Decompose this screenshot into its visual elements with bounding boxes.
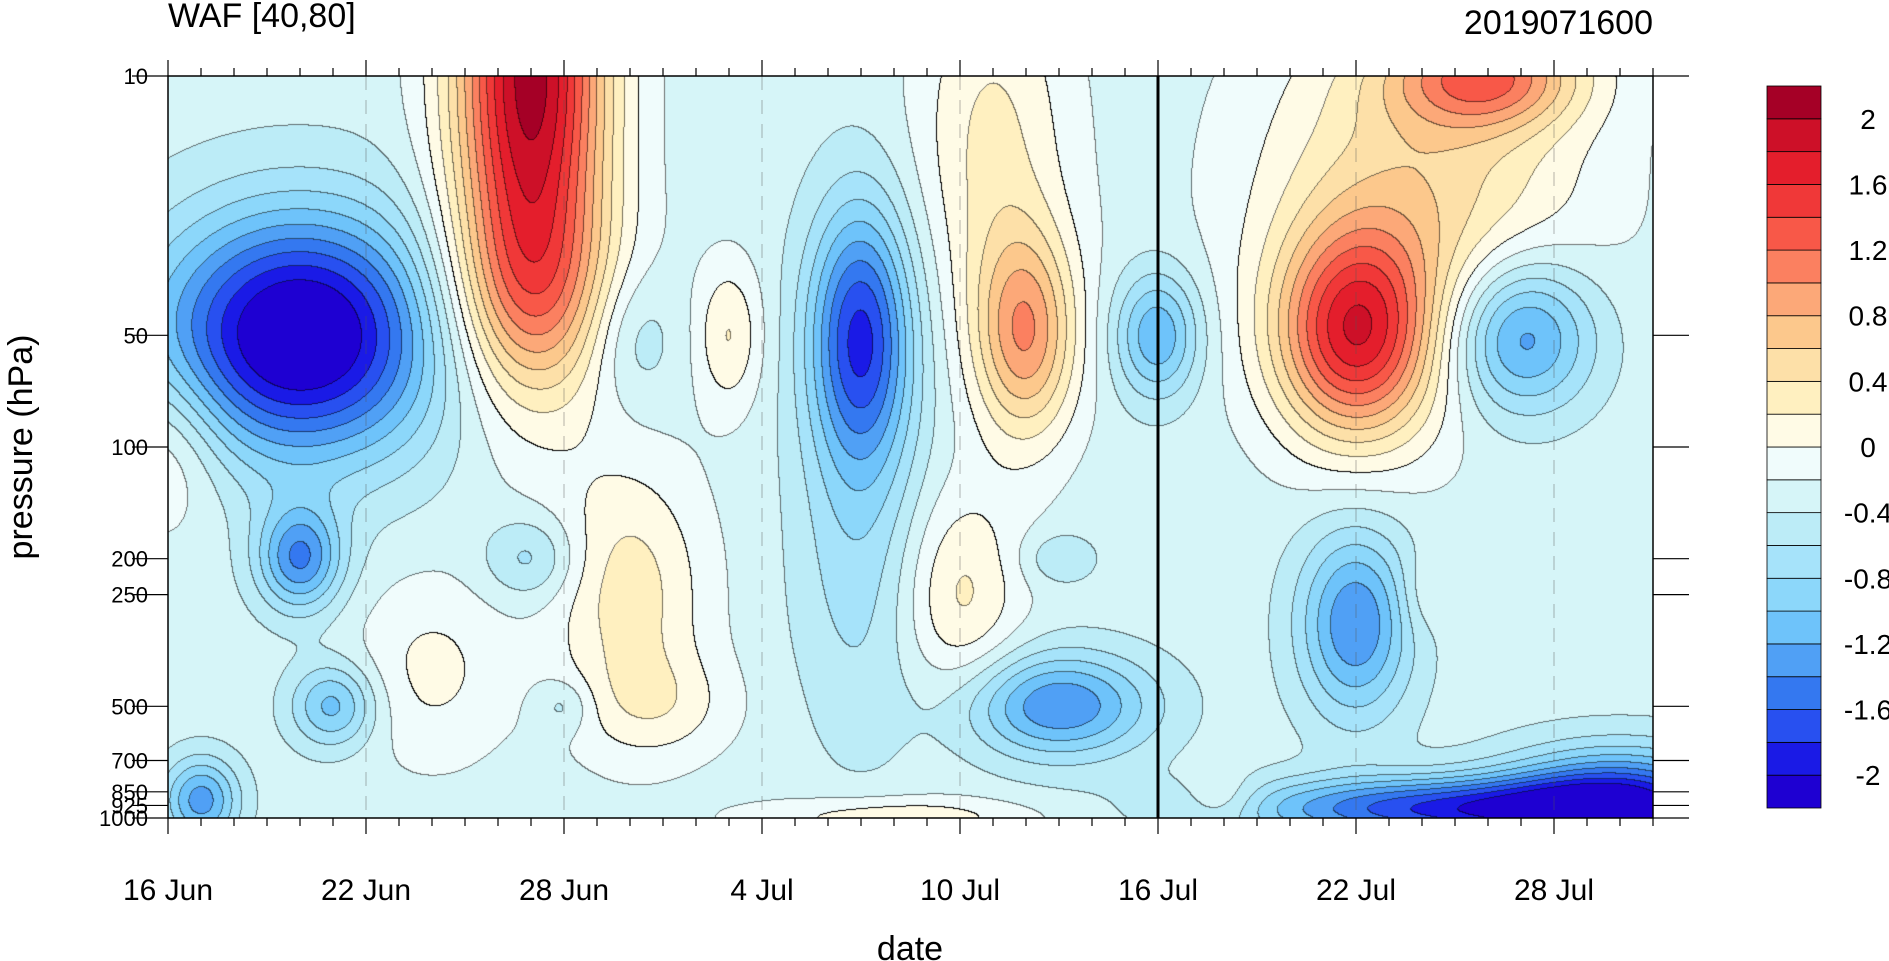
- colorbar-swatch: [1766, 216, 1822, 251]
- colorbar-swatch: [1766, 249, 1822, 284]
- colorbar-swatch: [1766, 348, 1822, 382]
- x-axis: 16 Jun 22 Jun 28 Jun 4 Jul 10 Jul 16 Jul 22 Ju…: [123, 60, 1654, 907]
- chart-title: WAF [40,80]: [168, 0, 356, 35]
- colorbar-label: -1.2: [1844, 629, 1889, 660]
- colorbar-label: 2: [1860, 104, 1876, 135]
- contour-field: [168, 76, 1653, 818]
- y-tick-label: 200: [111, 547, 148, 572]
- colorbar-swatch: [1766, 676, 1822, 710]
- colorbar: -2 -1.6 -1.2 -0.8 -0.4 0 0.4 0.8 1.2 1.6 2: [1766, 85, 1889, 809]
- colorbar-swatch: [1766, 380, 1822, 415]
- x-tick-label: 4 Jul: [730, 874, 793, 907]
- colorbar-swatch: [1766, 577, 1822, 612]
- y-tick-label: 10: [124, 64, 148, 89]
- colorbar-swatch: [1766, 512, 1822, 546]
- x-tick-label: 28 Jun: [519, 874, 609, 907]
- x-tick-label: 22 Jul: [1316, 874, 1396, 907]
- colorbar-swatch: [1766, 184, 1822, 218]
- colorbar-swatch: [1766, 774, 1822, 809]
- colorbar-swatch: [1766, 118, 1822, 153]
- colorbar-swatch: [1766, 643, 1822, 678]
- colorbar-label: -0.8: [1844, 563, 1889, 594]
- y-tick-label: 100: [111, 435, 148, 460]
- colorbar-swatch: [1766, 413, 1822, 448]
- y-tick-label: 250: [111, 583, 148, 608]
- colorbar-swatch: [1766, 741, 1822, 776]
- date-label: 2019071600: [1464, 4, 1653, 42]
- colorbar-swatch: [1766, 610, 1822, 645]
- colorbar-swatch: [1766, 446, 1822, 481]
- colorbar-label: 0: [1860, 432, 1876, 463]
- colorbar-label: 0.8: [1849, 301, 1888, 332]
- y-axis-label: pressure (hPa): [2, 335, 40, 560]
- y-tick-label: 50: [124, 323, 148, 348]
- y-tick-label: 700: [111, 749, 148, 774]
- colorbar-swatch: [1766, 151, 1822, 185]
- colorbar-swatch: [1766, 282, 1822, 317]
- colorbar-swatch: [1766, 479, 1822, 514]
- x-tick-label: 16 Jun: [123, 874, 213, 907]
- colorbar-label: -1.6: [1844, 695, 1889, 726]
- y-tick-label: 1000: [99, 806, 148, 831]
- colorbar-label: 1.2: [1849, 235, 1888, 266]
- colorbar-swatch: [1766, 85, 1822, 120]
- colorbar-label: -0.4: [1844, 498, 1889, 529]
- colorbar-label: 0.4: [1849, 366, 1888, 397]
- colorbar-swatch: [1766, 315, 1822, 349]
- x-tick-label: 22 Jun: [321, 874, 411, 907]
- x-tick-label: 28 Jul: [1514, 874, 1594, 907]
- colorbar-swatch: [1766, 709, 1822, 743]
- colorbar-swatch: [1766, 545, 1822, 579]
- x-tick-label: 10 Jul: [920, 874, 1000, 907]
- colorbar-label: -2: [1856, 760, 1881, 791]
- x-tick-label: 16 Jul: [1118, 874, 1198, 907]
- x-axis-label: date: [877, 930, 943, 961]
- colorbar-label: 1.6: [1849, 169, 1888, 200]
- y-tick-label: 500: [111, 694, 148, 719]
- y-tick-label: 850: [111, 780, 148, 805]
- y-tick-label: 925: [111, 793, 148, 818]
